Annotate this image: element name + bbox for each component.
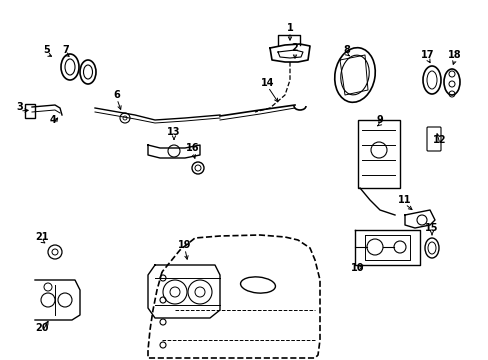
Text: 3: 3 — [17, 102, 23, 112]
Text: 10: 10 — [350, 263, 364, 273]
Text: 14: 14 — [261, 78, 274, 88]
Text: 7: 7 — [62, 45, 69, 55]
Text: 19: 19 — [178, 240, 191, 250]
Text: 2: 2 — [291, 43, 298, 53]
Text: 6: 6 — [113, 90, 120, 100]
Text: 12: 12 — [432, 135, 446, 145]
Text: 5: 5 — [43, 45, 50, 55]
Text: 16: 16 — [186, 143, 199, 153]
Text: 21: 21 — [35, 232, 49, 242]
Text: 11: 11 — [397, 195, 411, 205]
Text: 1: 1 — [286, 23, 293, 33]
Text: 18: 18 — [447, 50, 461, 60]
Text: 8: 8 — [343, 45, 350, 55]
Text: 13: 13 — [167, 127, 181, 137]
Text: 17: 17 — [420, 50, 434, 60]
Text: 20: 20 — [35, 323, 49, 333]
Text: 4: 4 — [49, 115, 56, 125]
Text: 15: 15 — [425, 223, 438, 233]
Text: 9: 9 — [376, 115, 383, 125]
